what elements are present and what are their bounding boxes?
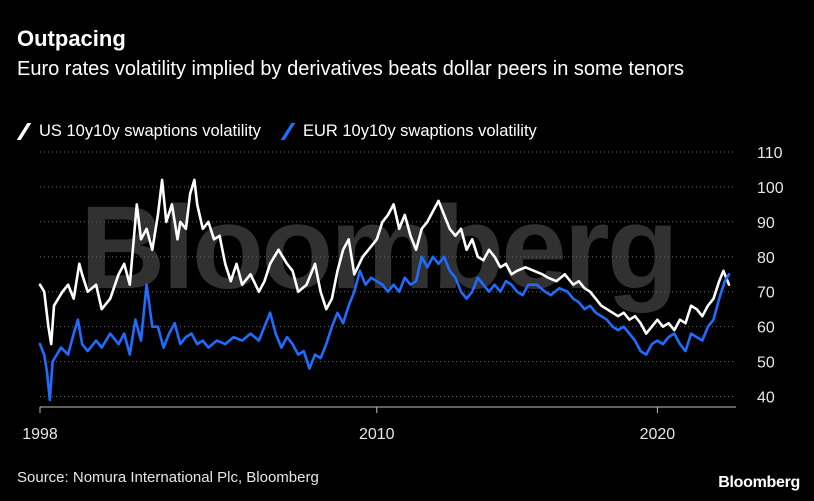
x-tick-label: 1998 [22, 426, 58, 443]
y-tick-label: 110 [757, 145, 783, 162]
y-tick-label: 70 [757, 285, 775, 302]
chart-title: Outpacing [17, 26, 126, 51]
y-tick-label: 80 [757, 250, 775, 267]
y-tick-label: 60 [757, 320, 775, 337]
bloomberg-logo: Bloomberg [718, 474, 800, 491]
source-note: Source: Nomura International Plc, Bloomb… [17, 469, 319, 486]
x-tick-label: 2020 [640, 426, 676, 443]
legend-label-us: US 10y10y swaptions volatility [39, 122, 261, 140]
y-tick-label: 50 [757, 355, 775, 372]
y-tick-label: 90 [757, 215, 775, 232]
series-line-us [38, 178, 731, 346]
legend: US 10y10y swaptions volatility EUR 10y10… [16, 122, 557, 141]
legend-item-us: US 10y10y swaptions volatility [16, 122, 261, 141]
series-line-eur [38, 255, 731, 402]
chart-subtitle: Euro rates volatility implied by derivat… [17, 58, 684, 80]
y-tick-label: 100 [757, 180, 784, 197]
y-tick-label: 40 [757, 390, 775, 407]
x-tick-label: 2010 [359, 426, 395, 443]
watermark: Bloomberg [80, 182, 676, 314]
legend-item-eur: EUR 10y10y swaptions volatility [280, 122, 537, 141]
axes: 40 50 60 70 80 90 100 110 1998 2010 2020 [22, 145, 784, 443]
series-lines [38, 178, 731, 402]
legend-label-eur: EUR 10y10y swaptions volatility [302, 122, 537, 140]
